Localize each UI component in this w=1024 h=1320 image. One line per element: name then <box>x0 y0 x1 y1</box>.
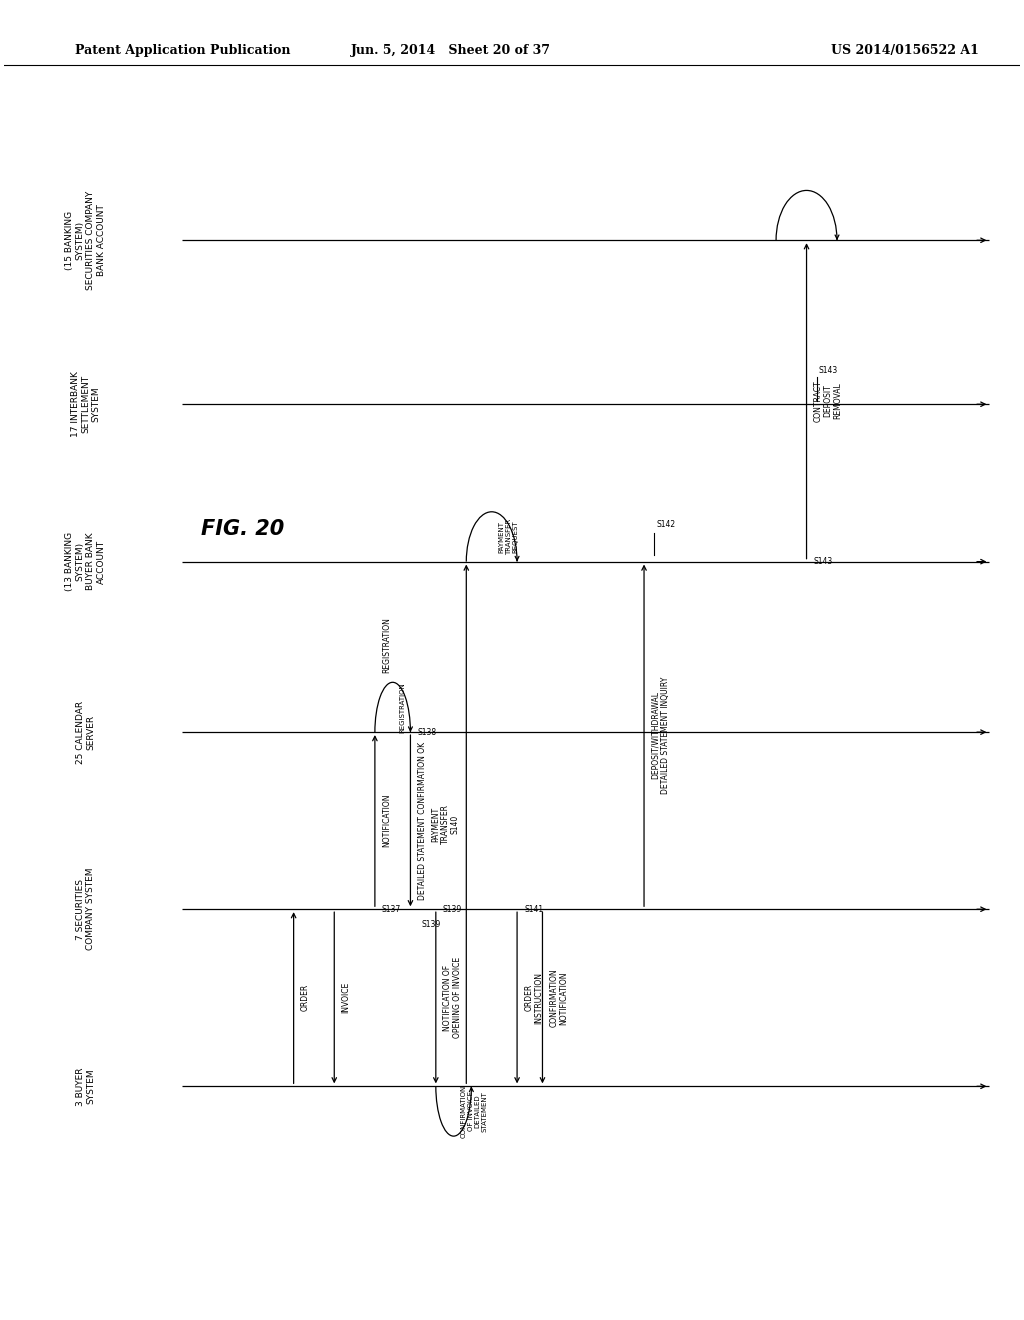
Text: ORDER
INSTRUCTION: ORDER INSTRUCTION <box>524 972 543 1024</box>
Text: CONTRACT
DEPOSIT
REMOVAL: CONTRACT DEPOSIT REMOVAL <box>814 380 842 422</box>
Text: REGISTRATION: REGISTRATION <box>382 618 391 673</box>
Text: NOTIFICATION OF
OPENING OF INVOICE: NOTIFICATION OF OPENING OF INVOICE <box>443 957 462 1039</box>
Text: US 2014/0156522 A1: US 2014/0156522 A1 <box>831 44 979 57</box>
Text: S138: S138 <box>418 727 436 737</box>
Text: CONFIRMATION
OF INVOICE
DETAILED
STATEMENT: CONFIRMATION OF INVOICE DETAILED STATEME… <box>461 1085 487 1138</box>
Text: INVOICE: INVOICE <box>341 982 350 1014</box>
Text: ORDER: ORDER <box>301 985 309 1011</box>
Text: Jun. 5, 2014   Sheet 20 of 37: Jun. 5, 2014 Sheet 20 of 37 <box>351 44 551 57</box>
Text: 17 INTERBANK
SETTLEMENT
SYSTEM: 17 INTERBANK SETTLEMENT SYSTEM <box>71 371 100 437</box>
Text: 3 BUYER
SYSTEM: 3 BUYER SYSTEM <box>76 1067 95 1106</box>
Text: 25 CALENDAR
SERVER: 25 CALENDAR SERVER <box>76 701 95 764</box>
Text: DETAILED STATEMENT CONFIRMATION OK: DETAILED STATEMENT CONFIRMATION OK <box>418 742 427 900</box>
Text: (15 BANKING
SYSTEM)
SECURITIES COMPANY
BANK ACCOUNT: (15 BANKING SYSTEM) SECURITIES COMPANY B… <box>66 190 105 290</box>
Text: PAYMENT
TRANSFER
S140: PAYMENT TRANSFER S140 <box>431 804 459 843</box>
Text: CONFIRMATION
NOTIFICATION: CONFIRMATION NOTIFICATION <box>550 969 568 1027</box>
Text: S143: S143 <box>819 366 838 375</box>
Text: (13 BANKING
SYSTEM)
BUYER BANK
ACCOUNT: (13 BANKING SYSTEM) BUYER BANK ACCOUNT <box>66 532 105 591</box>
Text: S139: S139 <box>443 904 462 913</box>
Text: S142: S142 <box>656 520 676 529</box>
Text: S139: S139 <box>421 920 440 929</box>
Text: S137: S137 <box>382 904 401 913</box>
Text: PAYMENT
TRANSFER
REQUEST: PAYMENT TRANSFER REQUEST <box>499 519 519 554</box>
Text: S143: S143 <box>814 557 833 566</box>
Text: REGISTRATION: REGISTRATION <box>399 682 406 733</box>
Text: Patent Application Publication: Patent Application Publication <box>75 44 291 57</box>
Text: NOTIFICATION: NOTIFICATION <box>382 793 391 847</box>
Text: 7 SECURITIES
COMPANY SYSTEM: 7 SECURITIES COMPANY SYSTEM <box>76 869 95 950</box>
Text: FIG. 20: FIG. 20 <box>202 519 285 539</box>
Text: S141: S141 <box>524 904 544 913</box>
Text: DEPOSIT/WITHDRAWAL
DETAILED STATEMENT INQUIRY: DEPOSIT/WITHDRAWAL DETAILED STATEMENT IN… <box>651 677 670 795</box>
